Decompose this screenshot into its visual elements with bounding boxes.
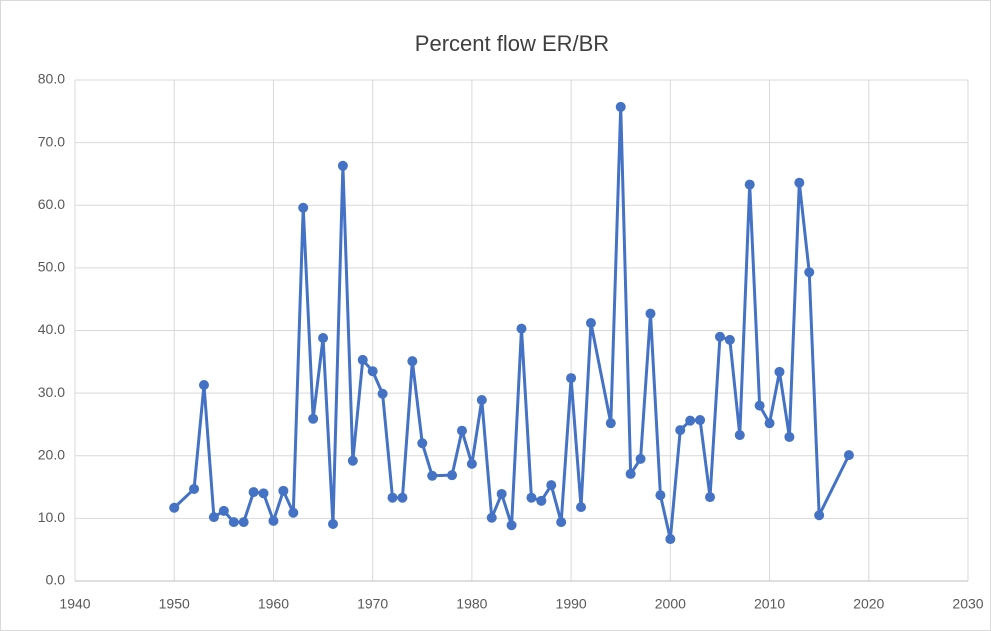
- data-point: [635, 453, 646, 464]
- data-point: [347, 455, 358, 466]
- data-point: [804, 267, 815, 278]
- data-point: [754, 400, 765, 411]
- data-point: [665, 534, 676, 545]
- data-point: [327, 519, 338, 530]
- y-tick-label: 80.0: [38, 71, 65, 87]
- data-point: [843, 450, 854, 461]
- data-point: [308, 413, 319, 424]
- data-point: [337, 160, 348, 171]
- y-tick-label: 40.0: [38, 321, 65, 337]
- data-point: [258, 488, 269, 499]
- data-point: [714, 331, 725, 342]
- y-tick-label: 50.0: [38, 259, 65, 275]
- x-tick-label: 1970: [357, 596, 388, 612]
- data-point: [784, 431, 795, 442]
- data-point: [605, 418, 616, 429]
- data-point: [734, 430, 745, 441]
- data-point: [764, 418, 775, 429]
- chart-title: Percent flow ER/BR: [415, 31, 609, 56]
- data-point: [387, 492, 398, 503]
- x-tick-label: 1960: [258, 596, 289, 612]
- data-point: [357, 354, 368, 365]
- data-point: [238, 517, 249, 528]
- data-point: [169, 502, 180, 513]
- data-point: [407, 356, 418, 367]
- y-tick-label: 70.0: [38, 133, 65, 149]
- x-tick-label: 1990: [556, 596, 587, 612]
- data-point: [546, 480, 557, 491]
- x-tick-label: 1950: [159, 596, 190, 612]
- data-point: [298, 202, 309, 213]
- data-point: [814, 510, 825, 521]
- data-point: [248, 487, 259, 498]
- y-tick-label: 20.0: [38, 446, 65, 462]
- data-point: [288, 507, 299, 518]
- data-point: [198, 379, 209, 390]
- data-point: [625, 468, 636, 479]
- data-point: [705, 492, 716, 503]
- data-point: [695, 415, 706, 426]
- data-point: [536, 495, 547, 506]
- data-point: [506, 520, 517, 531]
- y-tick-label: 0.0: [46, 572, 66, 588]
- data-point: [645, 308, 656, 319]
- data-point: [675, 425, 686, 436]
- y-tick-label: 60.0: [38, 196, 65, 212]
- y-tick-label: 10.0: [38, 509, 65, 525]
- data-point: [278, 485, 289, 496]
- data-point: [585, 317, 596, 328]
- data-point: [268, 515, 279, 526]
- data-point: [774, 366, 785, 377]
- data-point: [655, 490, 666, 501]
- data-point: [566, 373, 577, 384]
- data-point: [615, 101, 626, 112]
- data-point: [208, 512, 219, 523]
- data-point: [476, 395, 487, 406]
- data-point: [744, 179, 755, 190]
- data-point: [417, 438, 428, 449]
- data-point: [556, 517, 567, 528]
- x-tick-label: 2020: [853, 596, 884, 612]
- data-point: [427, 470, 438, 481]
- data-point: [367, 366, 378, 377]
- data-point: [189, 483, 200, 494]
- x-tick-label: 2030: [952, 596, 983, 612]
- x-tick-label: 2010: [754, 596, 785, 612]
- data-point: [318, 333, 329, 344]
- data-point: [526, 492, 537, 503]
- y-tick-label: 30.0: [38, 384, 65, 400]
- data-point: [685, 415, 696, 426]
- data-point: [218, 505, 229, 516]
- data-point: [466, 458, 477, 469]
- data-point: [576, 502, 587, 513]
- x-tick-label: 1980: [456, 596, 487, 612]
- x-tick-label: 1940: [59, 596, 90, 612]
- data-point: [496, 488, 507, 499]
- data-point: [397, 492, 408, 503]
- data-point: [456, 425, 467, 436]
- data-point: [377, 388, 388, 399]
- data-point: [228, 517, 239, 528]
- data-point: [447, 470, 458, 481]
- data-point: [794, 177, 805, 188]
- data-point: [724, 334, 735, 345]
- data-point: [486, 512, 497, 523]
- x-tick-label: 2000: [655, 596, 686, 612]
- series-line: [173, 105, 851, 541]
- data-point: [516, 323, 527, 334]
